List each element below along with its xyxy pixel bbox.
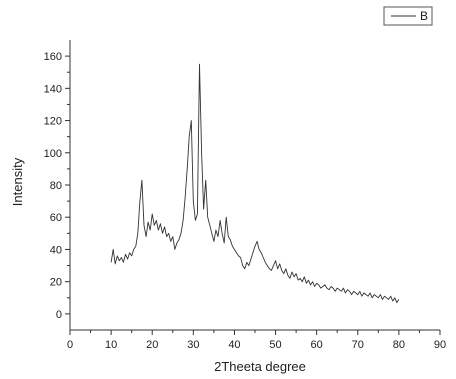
x-tick-label: 60 (311, 339, 323, 351)
x-tick-label: 50 (269, 339, 281, 351)
x-tick-label: 20 (146, 339, 158, 351)
y-tick-label: 40 (50, 244, 62, 256)
y-tick-label: 60 (50, 212, 62, 224)
x-tick-label: 10 (105, 339, 117, 351)
y-tick-label: 80 (50, 180, 62, 192)
x-tick-label: 70 (352, 339, 364, 351)
y-tick-label: 20 (50, 277, 62, 289)
x-tick-label: 0 (67, 339, 73, 351)
y-tick-label: 140 (44, 83, 62, 95)
x-axis-title: 2Theeta degree (214, 359, 306, 374)
legend: B (383, 6, 433, 26)
series-line-B (110, 63, 400, 304)
y-tick-label: 120 (44, 116, 62, 128)
y-tick-label: 0 (56, 309, 62, 321)
series-layer (110, 63, 400, 304)
y-axis-title: Intensity (10, 157, 25, 206)
legend-label: B (420, 9, 428, 23)
x-tick-label: 40 (228, 339, 240, 351)
y-axis: 0 20 40 60 80 100 120 140 160 (44, 51, 70, 321)
plot-area (69, 40, 440, 331)
y-tick-label: 100 (44, 148, 62, 160)
x-tick-label: 80 (393, 339, 405, 351)
x-tick-label: 30 (187, 339, 199, 351)
y-tick-label: 160 (44, 51, 62, 63)
x-axis: 0 10 20 30 40 50 60 70 80 90 (67, 330, 446, 351)
x-tick-label: 90 (434, 339, 446, 351)
